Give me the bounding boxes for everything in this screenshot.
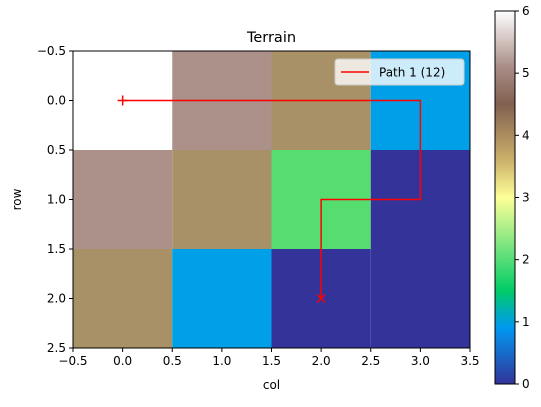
y-tick-label: 1.5 bbox=[47, 242, 66, 256]
colorbar-tick-label: 3 bbox=[522, 191, 530, 205]
x-tick-label: 1.0 bbox=[212, 354, 231, 368]
colorbar-tick-label: 1 bbox=[522, 315, 530, 329]
colorbar-tick-label: 4 bbox=[522, 128, 530, 142]
y-tick-label: 2.5 bbox=[47, 341, 66, 355]
x-tick-label: 0.0 bbox=[113, 354, 132, 368]
x-tick-label: 3.5 bbox=[460, 354, 479, 368]
colorbar-tick-label: 0 bbox=[522, 377, 530, 391]
x-tick-label: 2.0 bbox=[312, 354, 331, 368]
y-tick-label: 0.5 bbox=[47, 143, 66, 157]
colorbar bbox=[495, 11, 515, 384]
legend-label-path-1: Path 1 (12) bbox=[379, 66, 445, 80]
x-tick-label: 1.5 bbox=[262, 354, 281, 368]
x-tick-label: −0.5 bbox=[58, 354, 87, 368]
colorbar-tick-label: 2 bbox=[522, 253, 530, 267]
x-axis: −0.5 0.0 0.5 1.0 1.5 2.0 2.5 3.0 3.5 bbox=[58, 348, 480, 368]
heatmap-cell-r2-c0 bbox=[73, 249, 173, 348]
y-tick-label: 0.0 bbox=[47, 94, 66, 108]
x-tick-label: 2.5 bbox=[361, 354, 380, 368]
legend-box bbox=[334, 58, 465, 86]
y-axis-label: row bbox=[10, 188, 24, 210]
colorbar-tick-label: 6 bbox=[522, 4, 530, 18]
y-tick-label: −0.5 bbox=[37, 44, 66, 58]
colorbar-axis: 0 1 2 3 4 5 6 bbox=[515, 4, 530, 391]
x-tick-label: 3.0 bbox=[411, 354, 430, 368]
path-1-line bbox=[122, 99, 422, 299]
heatmap-cell-r1-c0 bbox=[73, 150, 173, 249]
x-tick-label: 0.5 bbox=[163, 354, 182, 368]
path-end-marker bbox=[316, 293, 326, 304]
path-layer bbox=[117, 95, 422, 304]
colorbar-tick-label: 5 bbox=[522, 66, 530, 80]
chart-title: Terrain bbox=[246, 30, 296, 46]
x-axis-label: col bbox=[263, 378, 280, 392]
heatmap-cell-r2-c3 bbox=[370, 249, 470, 348]
y-axis: −0.5 0.0 0.5 1.0 1.5 2.0 2.5 bbox=[37, 44, 73, 355]
y-tick-label: 1.0 bbox=[47, 193, 66, 207]
heatmap-cell-r2-c1 bbox=[172, 249, 272, 348]
legend: Path 1 (12) bbox=[334, 58, 465, 86]
heatmap-cell-r1-c1 bbox=[172, 150, 272, 249]
path-start-marker bbox=[117, 95, 128, 106]
y-tick-label: 2.0 bbox=[47, 292, 66, 306]
